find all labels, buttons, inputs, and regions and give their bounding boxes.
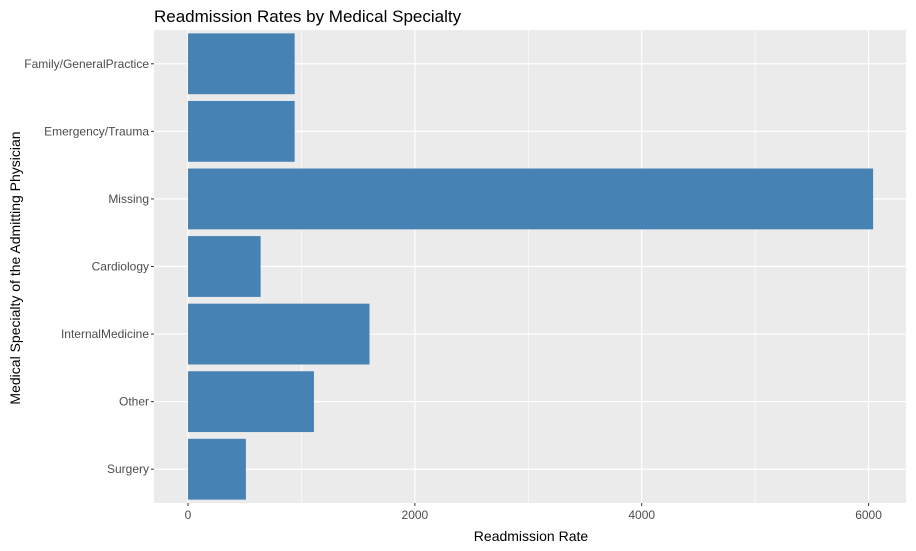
y-tick-label: Emergency/Trauma <box>44 124 149 138</box>
x-tick-label: 2000 <box>402 508 429 522</box>
y-tick-label: InternalMedicine <box>61 327 149 341</box>
bar <box>188 100 295 162</box>
bar <box>188 371 314 433</box>
chart-title: Readmission Rates by Medical Specialty <box>154 7 462 26</box>
bars <box>188 33 874 500</box>
y-tick-label: Missing <box>108 192 149 206</box>
x-tick-label: 4000 <box>628 508 655 522</box>
bar <box>188 303 370 365</box>
y-tick-label: Surgery <box>107 462 149 476</box>
x-tick-label: 0 <box>185 508 192 522</box>
bar <box>188 236 261 297</box>
y-axis-title: Medical Specialty of the Admitting Physi… <box>7 131 23 404</box>
bar <box>188 438 246 500</box>
y-tick-label: Family/GeneralPractice <box>24 57 149 71</box>
bar <box>188 33 295 95</box>
y-tick-label: Cardiology <box>92 260 149 274</box>
bar <box>188 168 874 230</box>
y-tick-label: Other <box>119 395 149 409</box>
x-axis-title: Readmission Rate <box>474 528 589 544</box>
x-axis: 0 2000 4000 6000 <box>185 503 882 522</box>
x-tick-label: 6000 <box>855 508 882 522</box>
y-axis: Family/GeneralPractice Emergency/Trauma Mi… <box>24 57 154 476</box>
